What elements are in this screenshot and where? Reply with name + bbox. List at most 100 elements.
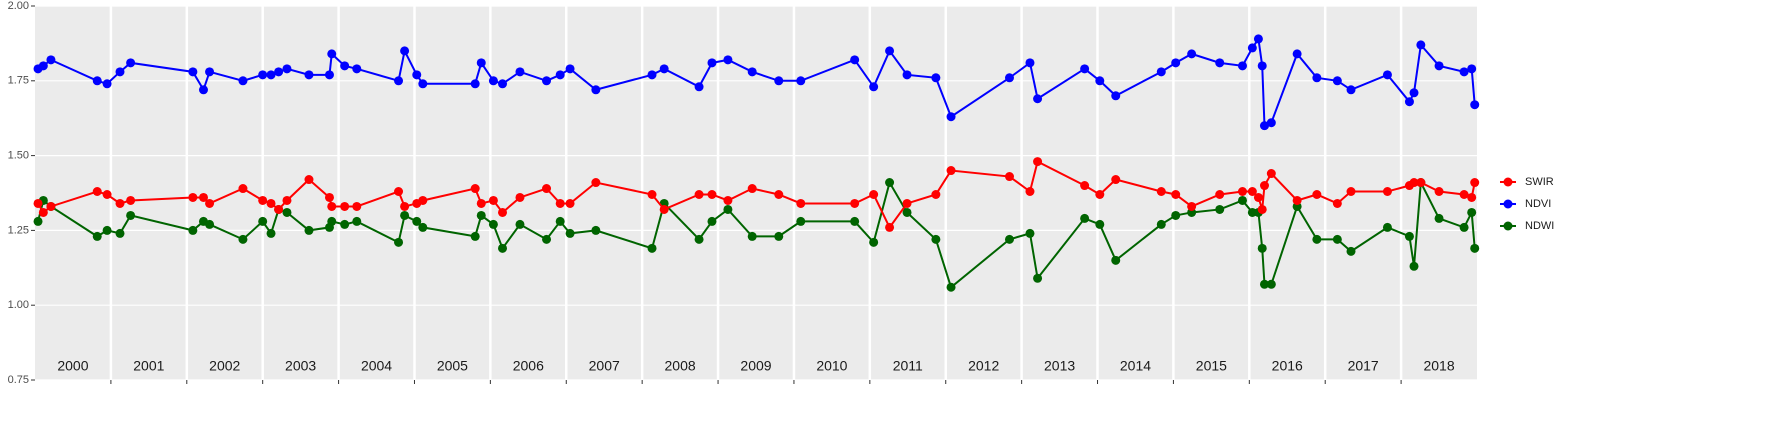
- point: [515, 219, 525, 229]
- point: [931, 73, 941, 83]
- year-label: 2009: [740, 358, 771, 374]
- point: [327, 49, 337, 59]
- point: [1080, 64, 1090, 74]
- point: [470, 79, 480, 89]
- point: [400, 201, 410, 211]
- point: [327, 201, 337, 211]
- point: [515, 67, 525, 77]
- y-tick-label: 1.50: [8, 150, 29, 162]
- point: [869, 82, 879, 92]
- point: [188, 192, 198, 202]
- point: [1257, 204, 1267, 214]
- point: [92, 187, 102, 197]
- year-label: 2007: [589, 358, 620, 374]
- point: [1025, 58, 1035, 68]
- year-label: 2004: [361, 358, 392, 374]
- point: [1346, 85, 1356, 95]
- point: [304, 225, 314, 235]
- point: [1470, 178, 1480, 188]
- point: [126, 195, 136, 205]
- point: [1404, 97, 1414, 107]
- point: [304, 70, 314, 80]
- point: [352, 216, 362, 226]
- point: [418, 195, 428, 205]
- point: [102, 189, 112, 199]
- point: [498, 243, 508, 253]
- point: [324, 192, 334, 202]
- point: [274, 67, 284, 77]
- point: [647, 189, 657, 199]
- point: [774, 76, 784, 86]
- point: [1259, 279, 1269, 289]
- point: [115, 198, 125, 208]
- point: [723, 204, 733, 214]
- point: [1171, 58, 1181, 68]
- point: [488, 219, 498, 229]
- point: [707, 216, 717, 226]
- point: [796, 198, 806, 208]
- point: [92, 231, 102, 241]
- point: [282, 195, 292, 205]
- point: [352, 201, 362, 211]
- point: [885, 222, 895, 232]
- point: [931, 234, 941, 244]
- point: [412, 216, 422, 226]
- point: [1409, 88, 1419, 98]
- point: [1332, 234, 1342, 244]
- point: [418, 79, 428, 89]
- year-label: 2011: [893, 358, 923, 374]
- point: [394, 76, 404, 86]
- point: [723, 55, 733, 65]
- point: [647, 243, 657, 253]
- year-label: 2014: [1120, 358, 1151, 374]
- point: [694, 189, 704, 199]
- point: [102, 225, 112, 235]
- point: [324, 70, 334, 80]
- point: [1025, 228, 1035, 238]
- point: [565, 64, 575, 74]
- point: [1346, 246, 1356, 256]
- point: [591, 85, 601, 95]
- point: [1004, 234, 1014, 244]
- point: [352, 64, 362, 74]
- point: [723, 195, 733, 205]
- point: [747, 67, 757, 77]
- point: [470, 231, 480, 241]
- year-label: 2005: [437, 358, 468, 374]
- point: [1171, 189, 1181, 199]
- point: [1004, 73, 1014, 83]
- year-label: 2018: [1423, 358, 1454, 374]
- point: [1111, 255, 1121, 265]
- y-tick-label: 1.25: [8, 224, 29, 236]
- point: [565, 198, 575, 208]
- point: [1266, 279, 1276, 289]
- point: [707, 189, 717, 199]
- y-tick-label: 0.75: [8, 374, 29, 386]
- point: [340, 219, 350, 229]
- point: [33, 216, 43, 226]
- point: [476, 210, 486, 220]
- point: [591, 225, 601, 235]
- point: [1111, 91, 1121, 101]
- point: [205, 198, 215, 208]
- point: [198, 192, 208, 202]
- year-label: 2000: [57, 358, 88, 374]
- point: [258, 195, 268, 205]
- point: [1434, 213, 1444, 223]
- year-label: 2010: [816, 358, 847, 374]
- point: [340, 201, 350, 211]
- point: [1312, 73, 1322, 83]
- year-label: 2003: [285, 358, 316, 374]
- point: [850, 198, 860, 208]
- point: [902, 207, 912, 217]
- point: [1237, 195, 1247, 205]
- point: [1171, 210, 1181, 220]
- point: [126, 58, 136, 68]
- point: [38, 61, 48, 71]
- point: [1266, 169, 1276, 179]
- point: [1095, 76, 1105, 86]
- legend-point: [1503, 199, 1513, 209]
- point: [902, 198, 912, 208]
- point: [1434, 61, 1444, 71]
